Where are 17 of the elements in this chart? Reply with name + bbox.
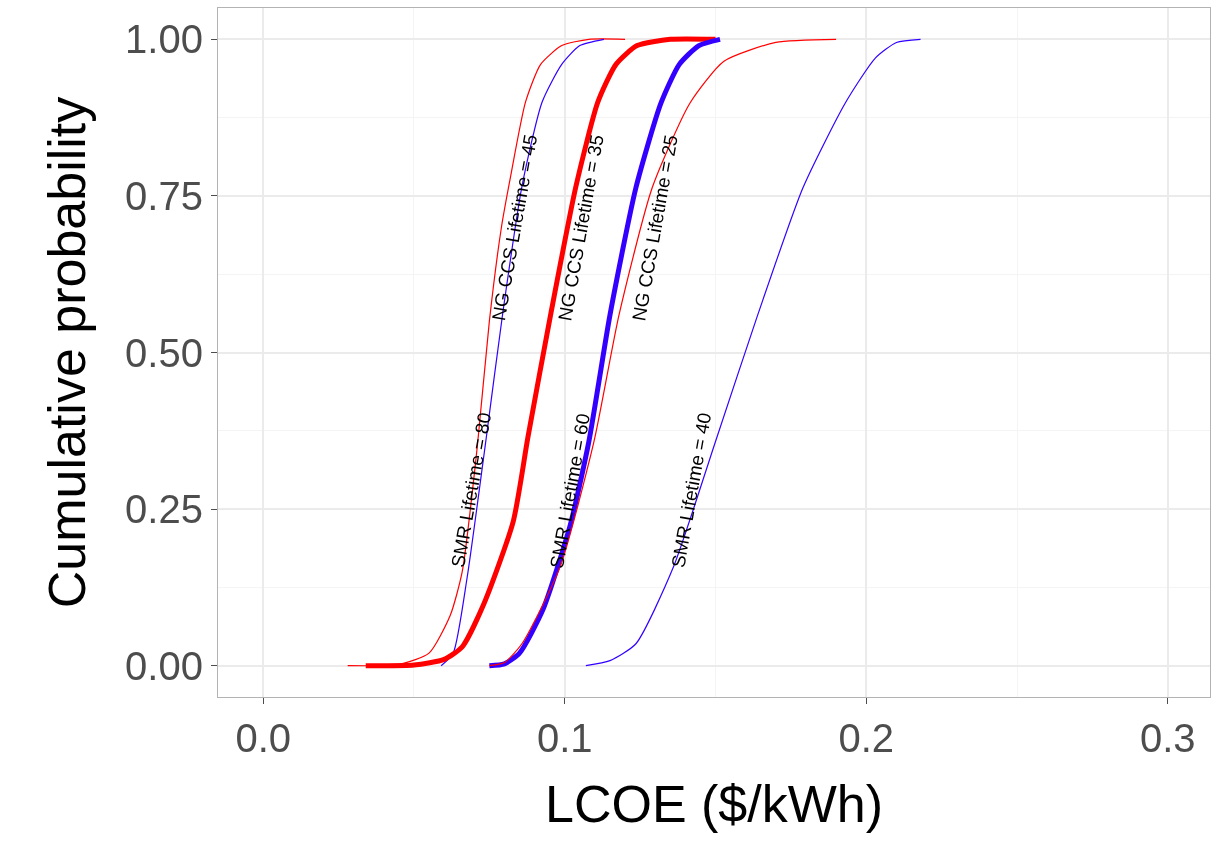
text: NG CCS Lifetime = 35 bbox=[554, 133, 608, 323]
y-axis-title: Cumulative probability bbox=[38, 96, 97, 609]
y-tick-label: 0.00 bbox=[125, 643, 203, 688]
x-tick-label: 0.1 bbox=[536, 716, 593, 761]
y-tick-label: 0.25 bbox=[125, 487, 203, 532]
y-tick-label: 0.75 bbox=[125, 173, 203, 218]
x-tick-label: 0.3 bbox=[1139, 716, 1196, 761]
x-axis-title: LCOE ($/kWh) bbox=[544, 775, 884, 833]
x-tick-label: 0.2 bbox=[838, 716, 895, 761]
x-tick-label: 0.0 bbox=[235, 716, 292, 761]
text: SMR Lifetime = 60 bbox=[546, 411, 595, 570]
y-tick-label: 0.50 bbox=[125, 330, 203, 375]
text: SMR Lifetime = 80 bbox=[447, 410, 496, 570]
text: NG CCS Lifetime = 45 bbox=[487, 132, 542, 323]
y-tick-label: 1.00 bbox=[125, 17, 203, 62]
text: NG CCS Lifetime = 25 bbox=[628, 133, 682, 323]
text: SMR Lifetime = 40 bbox=[667, 411, 716, 570]
